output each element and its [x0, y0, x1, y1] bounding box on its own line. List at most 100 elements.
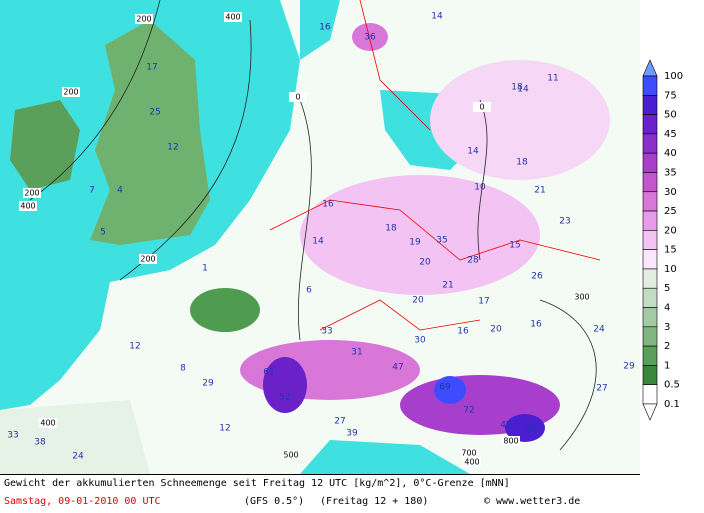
map-value: 19	[409, 238, 421, 248]
map-value: 31	[351, 348, 362, 358]
contour-label-bg	[473, 102, 491, 112]
legend-swatch	[642, 191, 658, 212]
color-legend: 100 75 50 45 40 35 30 25 20 15 10 5 4 3 2 1 0.5 0.1	[642, 59, 683, 421]
legend-swatch	[642, 345, 658, 366]
contour-label: 800	[503, 437, 518, 446]
legend-swatch	[642, 210, 658, 231]
map-value: 15	[509, 241, 520, 251]
legend-label: 35	[664, 167, 677, 178]
map-value: 30	[414, 336, 426, 346]
contour-label-bg	[19, 201, 37, 211]
great-britain	[90, 20, 210, 245]
legend-swatch	[642, 365, 658, 386]
legend-label: 30	[664, 187, 677, 198]
legend-swatch	[642, 249, 658, 270]
map	[0, 0, 640, 474]
map-value: 27	[596, 384, 607, 394]
legend-label: 75	[664, 90, 677, 101]
legend-label: 5	[664, 283, 670, 294]
map-value: 25	[149, 108, 160, 118]
contour-label-bg	[282, 450, 300, 460]
map-value: 69	[439, 383, 451, 393]
legend-swatch	[642, 268, 658, 289]
border	[269, 0, 601, 331]
contour-label-bg	[62, 87, 80, 97]
map-value: 52	[526, 425, 537, 435]
contour-label-bg	[502, 436, 520, 446]
legend-label: 100	[664, 71, 683, 82]
map-value: 27	[334, 417, 345, 427]
legend-arrow-bottom	[642, 403, 658, 421]
legend-label: 15	[664, 245, 677, 256]
map-value: 35	[436, 236, 447, 246]
legend-label: 0.5	[664, 380, 680, 391]
legend-swatch	[642, 75, 658, 96]
legend-label: 45	[664, 129, 677, 140]
snow-area	[430, 60, 610, 180]
map-value: 14	[312, 237, 324, 247]
snow-area	[263, 357, 307, 413]
contour-label: 0	[479, 103, 484, 112]
legend-label: 20	[664, 225, 677, 236]
contour-label: 200	[140, 255, 155, 264]
contour-label-bg	[463, 457, 481, 467]
contour-label: 400	[40, 419, 55, 428]
map-value: 7	[89, 186, 95, 196]
contour-label-bg	[224, 12, 242, 22]
legend-label: 2	[664, 341, 670, 352]
map-value: 16	[530, 320, 542, 330]
contour-label: 200	[136, 15, 151, 24]
legend-label: 4	[664, 303, 670, 314]
map-value: 12	[167, 143, 178, 153]
legend-swatch	[642, 152, 658, 173]
map-value: 18	[385, 224, 397, 234]
contour-label: 300	[574, 293, 589, 302]
legend-label: 3	[664, 322, 670, 333]
map-value: 14	[467, 147, 479, 157]
map-value: 16	[319, 23, 331, 33]
map-value: 72	[463, 406, 474, 416]
map-value: 26	[531, 272, 543, 282]
map-value: 16	[322, 200, 334, 210]
map-value: 20	[419, 258, 431, 268]
footer-credit: © www.wetter3.de	[484, 496, 580, 507]
map-value: 23	[559, 217, 570, 227]
legend-swatch	[642, 287, 658, 308]
map-value: 16	[457, 327, 469, 337]
map-value: 29	[623, 362, 635, 372]
map-value: 39	[346, 429, 358, 439]
legend-label: 0.1	[664, 399, 680, 410]
contour-label-bg	[135, 14, 153, 24]
footer-model: (GFS 0.5°)	[244, 496, 304, 507]
map-value: 29	[202, 379, 214, 389]
map-value: 5	[100, 228, 106, 238]
legend-swatch	[642, 326, 658, 347]
map-value: 24	[72, 452, 84, 462]
contour-label: 200	[24, 189, 39, 198]
map-value: 8	[180, 364, 186, 374]
map-value: 18	[516, 158, 528, 168]
map-value: 36	[364, 33, 376, 43]
contour-line	[29, 0, 597, 451]
map-value: 11	[547, 74, 558, 84]
contour-label: 0	[295, 93, 300, 102]
contour-label-bg	[139, 254, 157, 264]
map-value: 10	[474, 183, 486, 193]
legend-label: 50	[664, 110, 677, 121]
map-value: 21	[534, 186, 545, 196]
map-value: 14	[431, 12, 443, 22]
map-value: 47	[392, 363, 403, 373]
footer-title: Gewicht der akkumulierten Schneemenge se…	[4, 478, 510, 489]
map-value: 17	[478, 297, 489, 307]
legend-swatch	[642, 94, 658, 115]
map-value: 38	[34, 438, 46, 448]
ireland	[10, 100, 80, 190]
footer-date: Samstag, 09-01-2010 00 UTC	[4, 496, 161, 507]
map-value: 47	[500, 421, 511, 431]
map-value: 17	[146, 63, 157, 73]
contour-label-bg	[39, 418, 57, 428]
map-value: 20	[490, 325, 502, 335]
snow-area	[190, 288, 260, 332]
